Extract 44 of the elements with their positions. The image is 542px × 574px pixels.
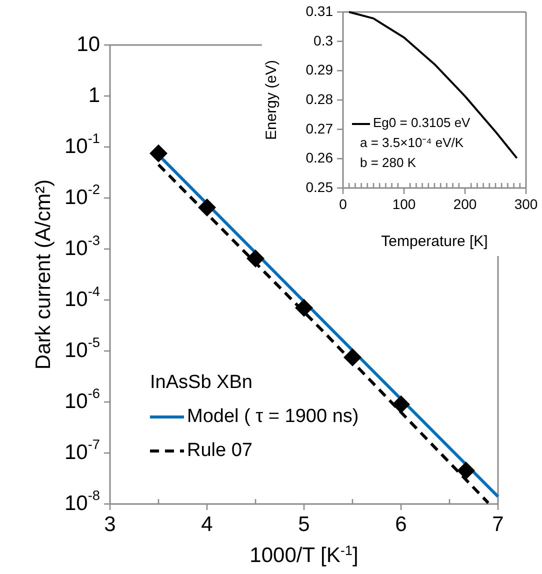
point: [456, 462, 475, 480]
line-series: [348, 11, 518, 160]
y-tick-label: 0.26: [306, 149, 334, 166]
x-axis-title: 1000/T [K$^{-1}$]: [250, 542, 358, 567]
y-tick-label: 10$^{-3}$: [64, 233, 100, 260]
point: [344, 348, 362, 366]
y-tick-label: 0.3: [314, 32, 334, 48]
y-axis-title: Dark current (A/cm²): [32, 179, 55, 370]
point: [392, 395, 410, 414]
x-tick-label: 300: [514, 196, 538, 212]
y-tick-label: 10$^{-5}$: [64, 335, 100, 362]
x-tick-label: 200: [453, 196, 477, 212]
y-tick-label: 10$^{-1}$: [64, 131, 100, 158]
x-axis-title: Temperature [K]: [381, 233, 488, 250]
x-tick-label: 5: [298, 512, 310, 536]
legend-label: Rule 07: [187, 440, 252, 462]
y-tick-label: 0.29: [306, 61, 334, 78]
y-tick-label: 0.31: [306, 2, 334, 19]
annotation: b = 280 K: [360, 155, 416, 170]
y-axis-title: Energy (eV): [262, 60, 280, 140]
y-tick-label: 10$^{-6}$: [64, 386, 100, 413]
x-tick-label: 7: [492, 512, 504, 536]
x-tick-label: 6: [395, 512, 407, 536]
point: [295, 298, 313, 317]
y-tick-label: 0.25: [306, 178, 334, 195]
legend-label: Eg0 = 0.3105 eV: [373, 115, 471, 130]
x-tick-label: 100: [392, 196, 416, 212]
legend-title: InAsSb XBn: [150, 372, 252, 394]
annotation: a = 3.5×10⁻⁴ eV/K: [360, 135, 464, 150]
y-tick-label: 10$^{-4}$: [64, 284, 100, 311]
x-tick-label: 0: [339, 196, 348, 212]
point: [150, 144, 168, 162]
y-tick-label: 0.27: [306, 120, 334, 136]
y-tick-label: 1: [88, 84, 100, 107]
y-tick-label: 10$^{-7}$: [64, 437, 100, 464]
x-tick-label: 4: [201, 512, 214, 536]
point: [198, 198, 216, 217]
legend-label: Model ( τ = 1900 ns): [187, 406, 359, 428]
y-tick-label: 10: [76, 32, 100, 56]
y-tick-label: 10$^{-8}$: [64, 488, 100, 515]
x-tick-label: 3: [104, 512, 116, 536]
y-tick-label: 0.28: [306, 90, 334, 107]
y-tick-label: 10$^{-2}$: [64, 182, 100, 209]
point: [246, 250, 264, 268]
